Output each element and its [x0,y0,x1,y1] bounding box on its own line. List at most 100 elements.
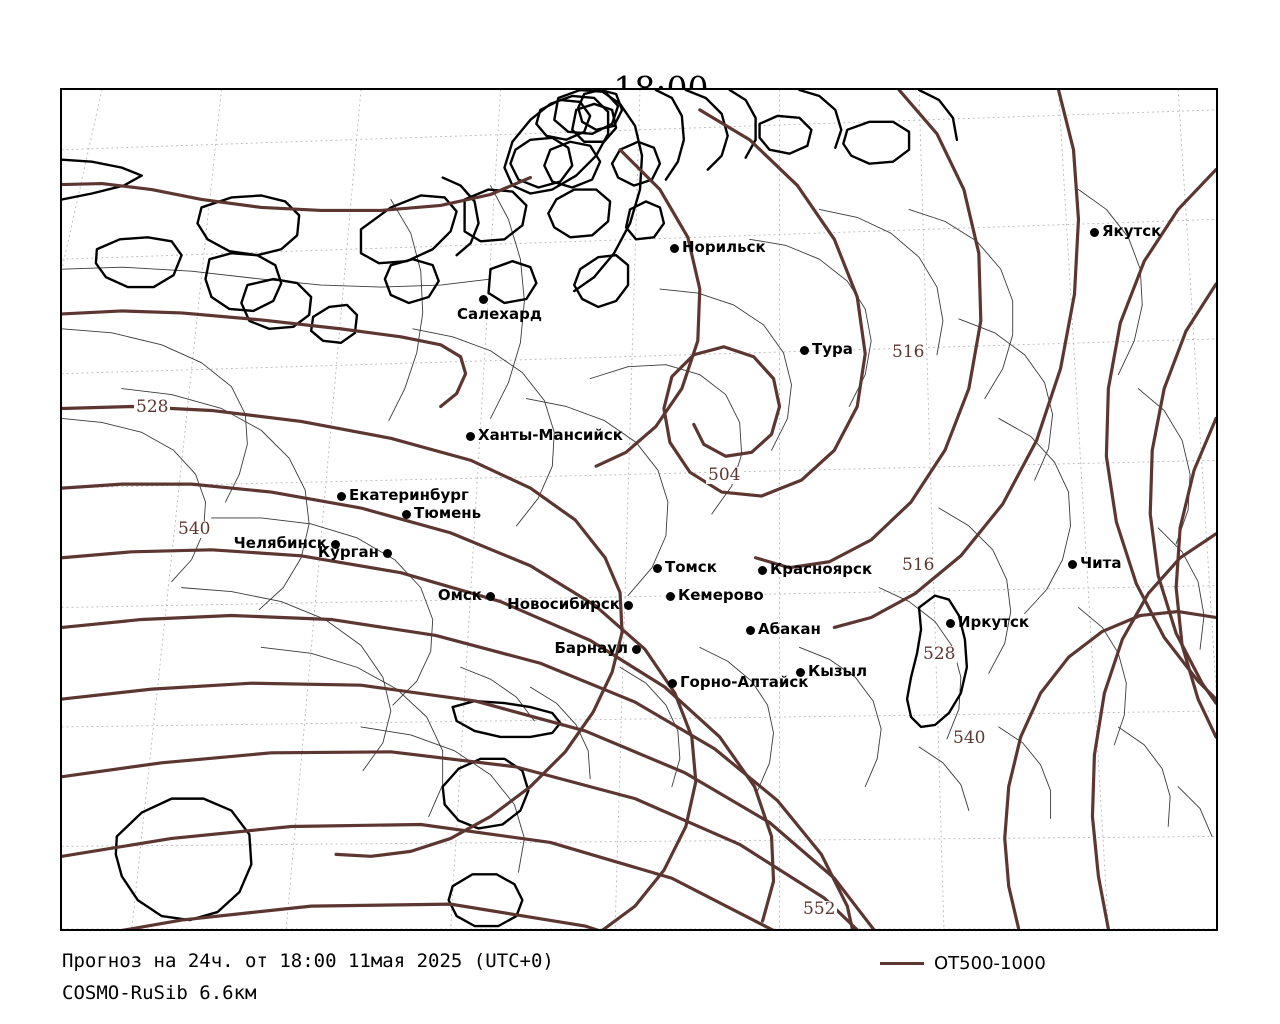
city-label: Тюмень [414,504,482,522]
city-label: Новосибирск [507,595,620,613]
grid-line-14 [918,90,945,929]
admin-border-21 [798,646,882,788]
admin-border-29 [1078,607,1127,746]
admin-border-1 [62,328,248,503]
admin-border-5 [181,587,392,772]
coastline-20 [573,90,644,293]
contour-line-1 [62,309,468,409]
admin-borders-group [62,185,1213,873]
city-label: Абакан [758,620,821,638]
admin-border-18 [998,417,1071,614]
coastline-4 [240,277,313,331]
city-label: Курган [317,543,379,561]
admin-border-11 [525,398,669,597]
city-label: Иркутск [958,613,1030,631]
legend: ОТ500-1000 [880,953,1046,974]
city-label: Чита [1080,554,1122,572]
city-dot-icon [1068,560,1077,569]
contour-line-14 [832,90,1081,630]
legend-line-swatch-icon [880,962,924,965]
city-label: Кызыл [808,662,868,680]
coastline-33 [905,594,969,729]
city-dot-icon [653,564,662,573]
city-label: Барнаул [554,639,628,657]
coastline-30 [114,797,253,922]
coastline-23 [654,90,686,181]
coastline-22 [624,200,666,241]
contour-line-17 [1174,416,1216,739]
coastline-32 [441,757,530,830]
contour-value-label-1: 516 [890,342,927,362]
city-dot-icon [402,510,411,519]
grid-line-12 [614,90,641,929]
admin-border-17 [958,318,1054,481]
city-dot-icon [632,645,641,654]
coastline-17 [577,90,624,132]
city-dot-icon [1090,228,1099,237]
coastline-0 [62,158,143,201]
admin-border-16 [908,208,1014,399]
city-label: Челябинск [233,534,327,552]
admin-border-32 [1117,726,1171,827]
contour-line-19 [1003,609,1216,929]
admin-border-8 [388,199,424,421]
coastline-14 [571,102,618,143]
contour-line-11 [594,148,702,468]
grid-line-6 [62,835,1216,847]
city-label: Екатеринбург [349,486,469,504]
contour-lines-group [62,90,1216,929]
city-label: Красноярск [770,560,873,578]
forecast-info-line: Прогноз на 24ч. от 18:00 11мая 2025 (UTC… [62,950,554,972]
contour-value-label-3: 540 [176,519,213,539]
contour-line-2 [62,404,624,858]
grid-line-10 [285,90,362,929]
city-dot-icon [746,626,755,635]
coastline-28 [842,120,911,165]
coastline-group [62,90,969,928]
city-dot-icon [337,492,346,501]
coastline-29 [917,90,959,141]
coastline-1 [94,236,183,289]
admin-border-19 [938,507,1012,674]
contour-line-16 [1148,282,1216,705]
contour-line-3 [62,482,698,929]
city-dot-icon [670,244,679,253]
coastline-24 [684,90,729,171]
grid-line-0 [62,109,1216,151]
city-dot-icon [624,601,633,610]
city-label: Салехард [457,305,542,323]
city-dot-icon [486,592,495,601]
model-info-line: COSMO-RuSib 6.6км [62,982,257,1004]
city-dot-icon [758,566,767,575]
coastline-3 [204,252,283,313]
contour-value-label-0: 504 [706,465,743,485]
city-label: Тура [812,340,853,358]
city-label: Омск [437,586,482,604]
coastline-19 [573,254,630,309]
city-dot-icon [668,679,677,688]
grid-line-4 [62,585,1216,609]
coastline-2 [196,194,301,257]
contour-value-label-5: 528 [921,644,958,664]
grid-line-5 [62,710,1216,728]
city-dot-icon [383,549,392,558]
map-canvas [62,90,1216,929]
admin-border-15 [818,208,944,356]
admin-border-23 [619,666,681,788]
grid-line-9 [131,90,222,929]
contour-line-6 [62,681,876,929]
contour-line-18 [1090,532,1216,929]
admin-border-28 [1157,527,1205,650]
coastline-9 [463,188,528,243]
city-dot-icon [479,295,488,304]
contour-value-label-2: 528 [134,397,171,417]
map-frame[interactable]: Якутск Норильск Салехард Тура Ханты-Мансийск… [60,88,1218,931]
coastline-25 [728,90,757,159]
coastline-34 [451,699,562,739]
city-dot-icon [800,346,809,355]
admin-border-33 [1177,786,1213,837]
admin-border-6 [260,646,444,817]
coastline-26 [758,114,813,155]
contour-line-8 [62,822,775,929]
